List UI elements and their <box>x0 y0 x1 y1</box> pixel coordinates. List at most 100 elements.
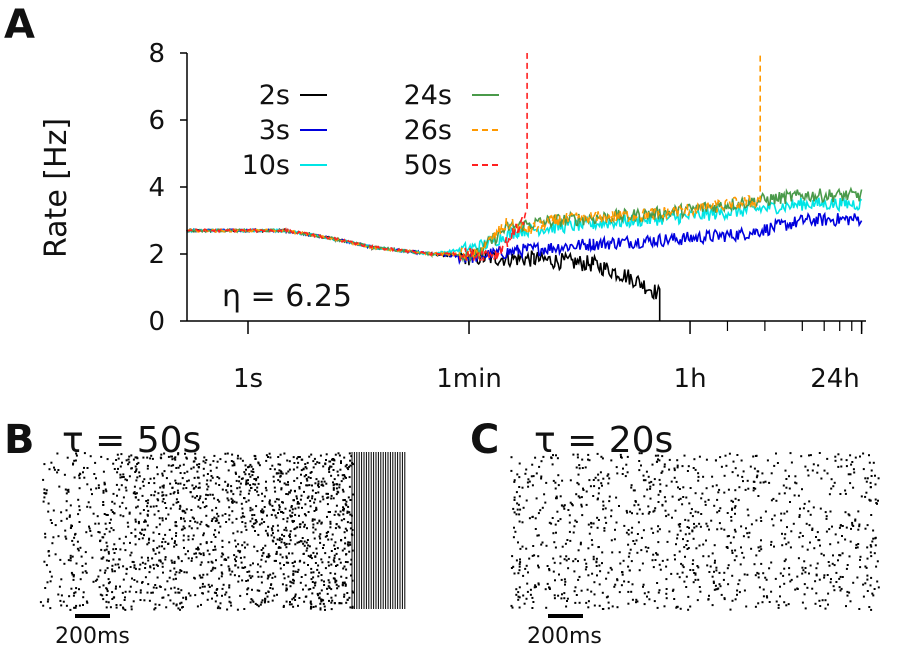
spike <box>102 470 105 473</box>
spike <box>839 554 842 557</box>
spike <box>630 560 633 563</box>
spike <box>342 499 345 502</box>
spike <box>214 520 217 523</box>
spike <box>846 594 849 597</box>
spike <box>275 498 278 501</box>
spike <box>857 510 860 513</box>
spike <box>677 486 679 489</box>
spike <box>173 542 176 544</box>
spike <box>548 568 551 570</box>
spike <box>134 518 137 521</box>
spike <box>320 484 323 487</box>
spike <box>235 555 238 558</box>
spike <box>57 469 60 471</box>
spike <box>851 521 854 524</box>
spike <box>350 574 352 577</box>
spike <box>766 459 769 462</box>
spike <box>706 525 709 528</box>
spike <box>329 572 332 575</box>
spike <box>312 571 315 574</box>
spike <box>625 463 628 466</box>
spike <box>874 483 877 486</box>
spike <box>519 561 522 564</box>
spike <box>105 606 108 609</box>
spike <box>135 456 138 459</box>
spike <box>271 529 274 532</box>
spike <box>330 588 333 591</box>
spike <box>866 477 869 480</box>
spike <box>688 526 690 529</box>
spike <box>62 600 65 603</box>
spike <box>323 605 326 608</box>
spike <box>88 527 91 530</box>
spike <box>525 564 528 567</box>
spike <box>277 498 280 501</box>
spike <box>563 597 566 600</box>
spike <box>257 482 260 485</box>
spike <box>113 552 116 554</box>
spike <box>211 568 214 571</box>
spike <box>65 604 68 607</box>
spike <box>302 553 305 555</box>
spike <box>205 505 208 508</box>
spike <box>704 500 707 503</box>
spike <box>660 471 663 474</box>
spike <box>597 546 600 548</box>
spike <box>593 593 596 596</box>
spike <box>567 557 570 560</box>
spike <box>831 562 834 565</box>
spike <box>731 599 734 602</box>
spike <box>177 491 180 494</box>
spike <box>213 591 216 594</box>
spike <box>305 474 308 476</box>
spike <box>804 465 807 468</box>
spike <box>252 468 255 471</box>
spike <box>577 549 580 552</box>
spike <box>870 514 873 516</box>
spike <box>510 567 513 569</box>
spike <box>105 600 108 603</box>
spike <box>278 506 281 509</box>
spike <box>668 468 671 471</box>
spike <box>159 456 162 459</box>
spike <box>234 539 237 542</box>
spike <box>159 560 162 563</box>
spike <box>296 526 299 529</box>
spike <box>790 461 793 464</box>
spike <box>323 480 326 483</box>
spike <box>251 474 254 477</box>
spike <box>572 531 575 534</box>
spike <box>100 557 103 560</box>
spike <box>324 608 326 611</box>
spike <box>298 486 301 488</box>
spike <box>673 469 676 472</box>
spike <box>98 586 101 589</box>
spike <box>221 488 224 491</box>
spike <box>251 517 254 520</box>
spike <box>338 526 341 529</box>
spike <box>179 608 181 611</box>
spike <box>200 520 203 523</box>
spike <box>723 474 726 477</box>
spike <box>203 585 206 588</box>
spike <box>779 572 782 575</box>
spike <box>652 553 655 556</box>
spike <box>156 498 159 501</box>
spike <box>719 585 722 588</box>
spike <box>608 477 611 480</box>
spike <box>206 494 209 497</box>
spike <box>806 548 809 551</box>
spike <box>577 483 580 486</box>
spike <box>47 550 50 552</box>
spike <box>685 496 688 499</box>
spike <box>757 470 760 473</box>
spike <box>775 499 778 502</box>
spike <box>251 525 254 528</box>
spike <box>346 521 349 524</box>
spike <box>112 548 115 551</box>
spike <box>824 511 827 514</box>
spike <box>193 552 196 555</box>
spike <box>705 458 708 461</box>
spike <box>231 453 234 456</box>
spike <box>711 575 714 578</box>
